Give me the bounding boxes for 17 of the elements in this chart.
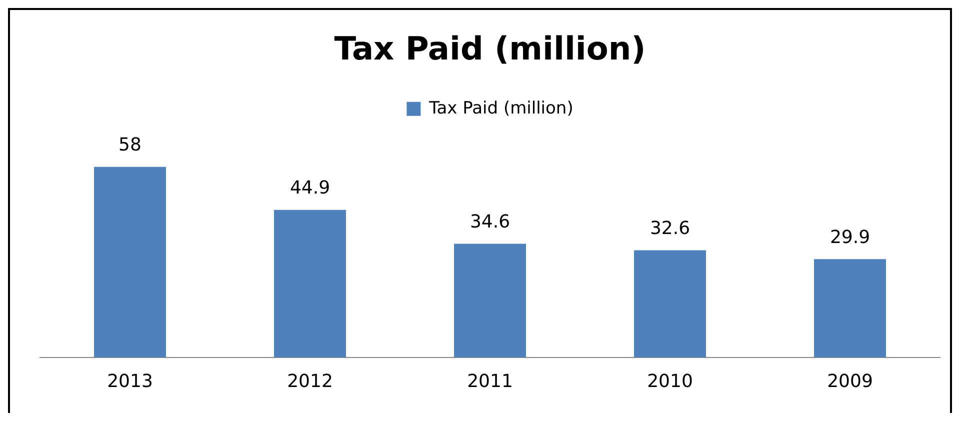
data-label: 58 xyxy=(118,134,142,156)
bar xyxy=(454,244,526,358)
bar xyxy=(814,259,886,358)
bar xyxy=(634,250,706,358)
data-label: 29.9 xyxy=(830,226,870,248)
x-tick-label: 2011 xyxy=(467,370,513,392)
data-label: 34.6 xyxy=(470,211,510,232)
x-tick-label: 2010 xyxy=(647,370,693,392)
bar xyxy=(94,166,166,358)
x-tick-label: 2009 xyxy=(827,370,873,392)
legend-label: Tax Paid (million) xyxy=(428,98,574,118)
x-tick-label: 2013 xyxy=(107,370,153,392)
data-label: 44.9 xyxy=(290,178,330,199)
x-tick-label: 2012 xyxy=(287,370,333,392)
bar xyxy=(274,210,346,358)
chart-title: Tax Paid (million) xyxy=(334,30,646,68)
data-label: 32.6 xyxy=(650,218,690,239)
